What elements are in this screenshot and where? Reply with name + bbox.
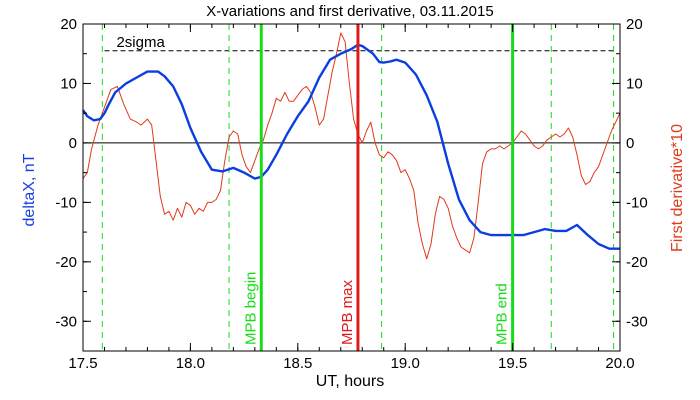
y-tick-label-left-2: -10 <box>55 194 77 211</box>
reference-lines-layer <box>83 24 620 351</box>
x-axis-label: UT, hours <box>316 373 384 390</box>
marker-label-2: MPB end <box>494 283 511 345</box>
x-tick-label-3: 19.0 <box>391 355 420 372</box>
y-tick-label-right-5: 20 <box>626 16 643 33</box>
series-line-deltax <box>82 43 620 250</box>
y-tick-label-left-0: -30 <box>55 313 77 330</box>
y-tick-label-left-4: 10 <box>60 75 77 92</box>
y-tick-label-left-5: 20 <box>60 16 77 33</box>
annotation-layer: 2sigma MPB begin MPB max MPB end <box>116 34 510 345</box>
chart-title: X-variations and first derivative, 03.11… <box>206 3 493 20</box>
marker-label-0: MPB begin <box>242 272 259 345</box>
x-tick-label-4: 19.5 <box>498 355 527 372</box>
x-tick-label-2: 18.5 <box>283 355 312 372</box>
y-axis-label-left: deltaX, nT <box>21 153 38 226</box>
x-tick-label-0: 17.5 <box>68 355 97 372</box>
marker-label-1: MPB max <box>339 279 356 345</box>
x-tick-label-5: 20.0 <box>605 355 634 372</box>
sigma-label: 2sigma <box>116 34 165 51</box>
y-tick-label-right-4: 10 <box>626 75 643 92</box>
tick-layer: 17.5 18.0 18.5 19.0 19.5 20.0 -30 -30 -20 -20 -10 -… <box>55 16 647 372</box>
marker-lines-layer <box>259 24 515 351</box>
plot-frame <box>82 23 621 352</box>
y-tick-label-right-1: -20 <box>626 254 648 271</box>
y-tick-label-left-1: -20 <box>55 254 77 271</box>
y-tick-label-right-2: -10 <box>626 194 648 211</box>
y-tick-label-right-3: 0 <box>626 135 634 152</box>
series-layer <box>82 32 621 260</box>
series-line-derivative <box>82 32 621 260</box>
y-tick-label-left-3: 0 <box>69 135 77 152</box>
x-tick-label-1: 18.0 <box>176 355 205 372</box>
y-tick-label-right-0: -30 <box>626 313 648 330</box>
y-axis-label-right: First derivative*10 <box>669 124 686 252</box>
